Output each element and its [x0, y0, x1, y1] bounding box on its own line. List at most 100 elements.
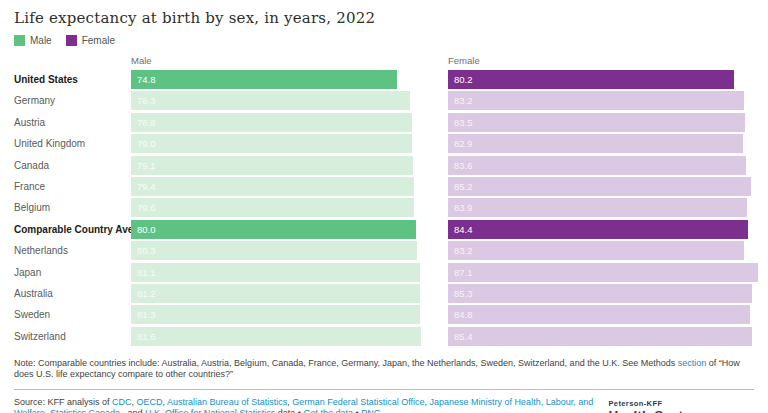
chart-row: Switzerland81.685.4: [14, 327, 768, 346]
female-bar[interactable]: 83.2: [448, 91, 744, 110]
male-bar[interactable]: 78.3: [131, 91, 410, 110]
site-logo[interactable]: Peterson-KFF Health System Tracker: [608, 397, 754, 413]
female-bar-cell: 83.5: [448, 113, 768, 132]
bar-value-label: 87.1: [454, 267, 473, 278]
chart-row: Austria 78.8 83.5: [14, 113, 768, 132]
male-bar[interactable]: 80.3: [131, 241, 417, 260]
female-bar-cell: 82.9: [448, 134, 768, 153]
column-headers: Male Female: [14, 55, 768, 66]
inline-link[interactable]: Statistics Canada: [50, 408, 120, 413]
bar-value-label: 84.8: [454, 309, 473, 320]
country-label: Australia: [14, 288, 131, 299]
male-bar[interactable]: 80.0: [131, 220, 416, 239]
inline-link[interactable]: U.K. Office for National Statistics: [145, 408, 275, 413]
bar-value-label: 74.8: [137, 74, 156, 85]
male-bar[interactable]: 79.6: [131, 198, 414, 217]
country-label: Netherlands: [14, 245, 131, 256]
male-bar[interactable]: 81.1: [131, 263, 420, 282]
inline-link[interactable]: Australian Bureau of Statistics: [167, 397, 287, 407]
inline-link[interactable]: PNG: [361, 408, 381, 413]
male-bar-cell: 80.3: [131, 241, 448, 260]
male-bar-cell: 79.0: [131, 134, 448, 153]
bar-value-label: 78.8: [137, 117, 156, 128]
male-bar[interactable]: 81.3: [131, 305, 420, 324]
bar-value-label: 82.9: [454, 138, 473, 149]
female-bar-cell: 85.4: [448, 327, 768, 346]
male-bar[interactable]: 81.2: [131, 284, 420, 303]
female-bar-cell: 87.1: [448, 263, 768, 282]
chart-row: Australia81.2 85.3: [14, 284, 768, 303]
male-bar-cell: 81.6: [131, 327, 448, 346]
female-bar[interactable]: 84.4: [448, 220, 748, 239]
bar-value-label: 83.2: [454, 95, 473, 106]
chart-row: Japan81.187.1: [14, 263, 768, 282]
chart-row: Netherlands 80.3 83.2: [14, 241, 768, 260]
female-bar[interactable]: 85.4: [448, 327, 752, 346]
page: Life expectancy at birth by sex, in year…: [0, 0, 768, 413]
country-label: Canada: [14, 160, 131, 171]
male-bar[interactable]: 78.8: [131, 113, 412, 132]
male-bar[interactable]: 79.1: [131, 156, 413, 175]
chart-row: United Kingdom79.082.9: [14, 134, 768, 153]
male-bar-cell: 79.1: [131, 156, 448, 175]
male-bar-cell: 81.2: [131, 284, 448, 303]
chart-title: Life expectancy at birth by sex, in year…: [14, 9, 768, 27]
bar-value-label: 83.9: [454, 202, 473, 213]
chart-row: Belgium79.6 83.9: [14, 198, 768, 217]
male-bar-cell: 78.8: [131, 113, 448, 132]
inline-link[interactable]: section: [678, 358, 707, 368]
male-bar-cell: 74.8: [131, 70, 448, 89]
female-bar[interactable]: 85.2: [448, 177, 751, 196]
country-label: Austria: [14, 117, 131, 128]
male-bar[interactable]: 74.8: [131, 70, 397, 89]
male-bar[interactable]: 79.0: [131, 134, 412, 153]
female-bar[interactable]: 85.3: [448, 284, 752, 303]
female-bar[interactable]: 87.1: [448, 263, 758, 282]
female-bar-cell: 85.3: [448, 284, 768, 303]
male-column-header: Male: [131, 55, 448, 66]
male-bar[interactable]: 79.4: [131, 177, 414, 196]
male-bar-cell: 80.0: [131, 220, 448, 239]
inline-link[interactable]: CDC: [112, 397, 132, 407]
country-label: Belgium: [14, 202, 131, 213]
text-segment: , and: [120, 408, 145, 413]
country-label: United States: [14, 74, 131, 85]
text-segment: data •: [275, 408, 303, 413]
female-bar[interactable]: 84.8: [448, 305, 750, 324]
country-label: France: [14, 181, 131, 192]
chart-rows: United States74.880.2Germany78.383.2Aust…: [14, 70, 768, 346]
bar-value-label: 81.1: [137, 267, 156, 278]
legend: Male Female: [14, 35, 768, 46]
inline-link[interactable]: Get the data: [304, 408, 354, 413]
female-bar[interactable]: 83.9: [448, 198, 747, 217]
female-bar[interactable]: 83.6: [448, 156, 746, 175]
bar-value-label: 80.0: [137, 224, 156, 235]
bar-value-label: 83.5: [454, 117, 473, 128]
male-bar[interactable]: 81.6: [131, 327, 421, 346]
female-bar[interactable]: 83.2: [448, 241, 744, 260]
female-bar-cell: 84.8: [448, 305, 768, 324]
chart-row: France 79.4 85.2: [14, 177, 768, 196]
female-bar[interactable]: 83.5: [448, 113, 745, 132]
text-segment: Note: Comparable countries include: Aust…: [14, 358, 678, 368]
bar-value-label: 80.3: [137, 245, 156, 256]
legend-item-male: Male: [14, 35, 52, 46]
female-bar[interactable]: 82.9: [448, 134, 743, 153]
country-label: Comparable Country Average: [14, 224, 131, 235]
female-bar-cell: 83.2: [448, 241, 768, 260]
female-bar-cell: 84.4: [448, 220, 768, 239]
chart-row: United States 74.8 80.2: [14, 70, 768, 89]
female-bar-cell: 83.9: [448, 198, 768, 217]
inline-link[interactable]: German Federal Statistical Office: [292, 397, 424, 407]
footer: Source: KFF analysis of CDC, OECD, Austr…: [14, 397, 768, 413]
bar-value-label: 79.4: [137, 181, 156, 192]
male-bar-cell: 81.1: [131, 263, 448, 282]
chart-row: Germany78.383.2: [14, 91, 768, 110]
female-bar-cell: 80.2: [448, 70, 768, 89]
legend-item-female: Female: [66, 35, 115, 46]
bar-value-label: 81.6: [137, 331, 156, 342]
female-bar[interactable]: 80.2: [448, 70, 734, 89]
inline-link[interactable]: OECD: [137, 397, 163, 407]
bar-chart: Male Female United States74.880.2Germany…: [14, 55, 768, 346]
bar-value-label: 81.3: [137, 309, 156, 320]
